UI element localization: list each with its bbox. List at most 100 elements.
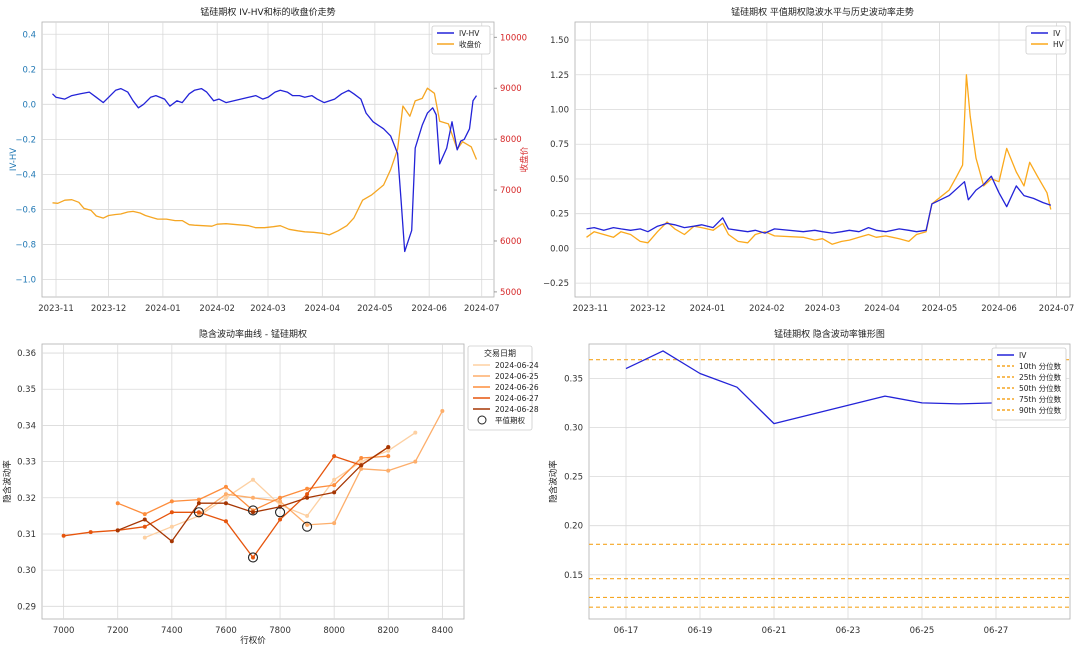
data-point	[278, 499, 283, 504]
x-tick-label: 06-21	[762, 626, 787, 636]
data-point	[359, 463, 364, 468]
x-tick-label: 2024-07	[464, 304, 500, 314]
y-tick-label: 0.35	[17, 385, 36, 395]
y-tick-label: 0.15	[564, 571, 583, 581]
chart-title: 锰硅期权 IV-HV和标的收盘价走势	[200, 6, 335, 18]
y-axis-label: 隐含波动率	[548, 460, 559, 503]
legend-entry: 2024-06-28	[495, 405, 539, 414]
x-axis-label: 行权价	[240, 635, 266, 646]
series-iv	[586, 175, 1052, 234]
x-tick-label: 8000	[323, 626, 345, 636]
x-tick-label: 06-25	[910, 626, 935, 636]
y2-tick-label: 10000	[500, 33, 527, 43]
data-point	[386, 454, 391, 459]
data-point	[359, 466, 364, 471]
y-tick-label: 0.25	[564, 473, 583, 483]
data-point	[169, 524, 174, 529]
y-tick-label: −0.4	[15, 170, 36, 180]
x-tick-label: 2024-01	[145, 304, 181, 314]
y2-tick-label: 9000	[500, 84, 522, 94]
data-point	[251, 510, 255, 515]
atm-marker	[247, 505, 259, 516]
y2-tick-label: 6000	[500, 237, 522, 247]
y-tick-label: 0.25	[550, 210, 569, 220]
data-point	[386, 445, 391, 450]
data-point	[223, 519, 228, 524]
data-point	[305, 513, 310, 518]
y-tick-label: 0.75	[550, 140, 569, 150]
y-tick-label: 0.30	[564, 423, 583, 433]
data-point	[332, 521, 337, 526]
data-point	[196, 501, 201, 506]
legend-entry: 90th 分位数	[1019, 405, 1062, 415]
data-point	[332, 454, 337, 459]
data-point	[440, 408, 445, 413]
data-point	[278, 495, 283, 500]
data-point	[251, 555, 255, 560]
y2-tick-label: 5000	[500, 288, 522, 298]
data-point	[386, 448, 391, 453]
legend-entry: 2024-06-24	[495, 361, 539, 370]
legend-marker	[477, 415, 487, 425]
series-iv-hv	[52, 87, 478, 253]
x-tick-label: 2024-07	[1039, 304, 1075, 314]
y-tick-label: 0.34	[17, 421, 36, 431]
atm-marker	[302, 521, 313, 532]
y2-tick-label: 7000	[500, 186, 522, 196]
data-point	[278, 517, 283, 522]
x-tick-label: 8200	[377, 626, 399, 636]
data-point	[305, 522, 310, 527]
y-tick-label: 0.36	[17, 349, 36, 359]
x-tick-label: 2023-11	[38, 304, 74, 314]
legend-title: 交易日期	[484, 348, 516, 358]
y-tick-label: −1.0	[15, 275, 36, 285]
data-point	[142, 524, 147, 529]
x-tick-label: 7600	[215, 626, 237, 636]
legend-entry: 2024-06-27	[495, 394, 539, 403]
x-tick-label: 7400	[161, 626, 183, 636]
x-tick-label: 06-17	[614, 626, 639, 636]
data-point	[359, 455, 364, 460]
x-tick-label: 2024-06	[411, 304, 447, 314]
y2-axis-label: 收盘价	[519, 146, 530, 172]
data-point	[196, 510, 201, 515]
y-tick-label: 0.31	[17, 530, 36, 540]
legend-entry: HV	[1053, 40, 1065, 49]
x-tick-label: 06-23	[836, 626, 861, 636]
series-hv	[586, 74, 1052, 245]
data-point	[251, 495, 255, 500]
chart-iv-cone: 锰硅期权 隐含波动率锥形图 06-17 06-19 06-21 06-23 06-25 06…	[548, 328, 1071, 636]
data-point	[332, 483, 337, 488]
x-tick-label: 2024-02	[199, 304, 235, 314]
legend-entry: 平值期权	[495, 415, 525, 425]
y-tick-label: 0.33	[17, 458, 36, 468]
chart-title: 隐含波动率曲线 - 锰硅期权	[199, 328, 307, 340]
data-point	[142, 535, 147, 540]
plot-area	[588, 343, 1071, 620]
data-point	[359, 459, 364, 464]
series-2024-06-25	[198, 410, 443, 526]
y-axis-label: 隐含波动率	[2, 460, 13, 503]
data-point	[169, 499, 174, 504]
series-close-price	[52, 87, 478, 236]
atm-marker	[275, 507, 286, 518]
y-tick-label: 0.2	[22, 65, 36, 75]
x-tick-label: 2024-04	[305, 304, 341, 314]
y-tick-label: 0.50	[550, 175, 569, 185]
legend-box	[991, 347, 1067, 421]
x-tick-label: 2023-11	[573, 304, 609, 314]
x-tick-label: 2024-03	[805, 304, 841, 314]
y-tick-label: 0.32	[17, 494, 36, 504]
legend-entry: IV	[1019, 351, 1027, 360]
y-tick-label: 1.25	[550, 71, 569, 81]
x-tick-label: 7200	[107, 626, 129, 636]
data-point	[223, 484, 228, 489]
y-tick-label: 0.00	[550, 244, 569, 254]
data-point	[332, 490, 337, 495]
x-tick-label: 2024-06	[981, 304, 1017, 314]
series-iv	[625, 350, 1034, 425]
x-tick-label: 2023-12	[91, 304, 127, 314]
legend-entry: 2024-06-25	[495, 372, 539, 381]
legend-entry: 10th 分位数	[1019, 361, 1062, 371]
data-point	[413, 459, 418, 464]
